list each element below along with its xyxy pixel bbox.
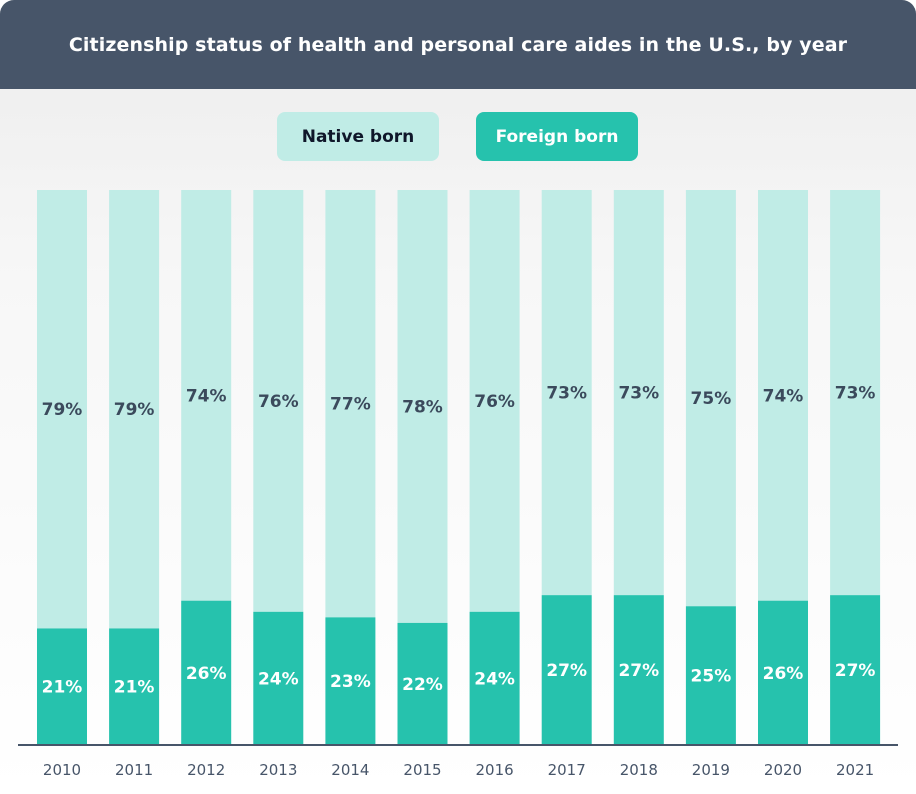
bar-foreign-2010 — [37, 628, 87, 745]
label-native-2010: 79% — [42, 400, 83, 420]
label-native-2018: 73% — [618, 384, 659, 404]
x-tick-2018: 2018 — [620, 761, 658, 779]
bar-native-2018 — [613, 190, 664, 596]
bar-native-2019 — [685, 190, 736, 607]
bar-foreign-2011 — [109, 628, 160, 745]
bar-foreign-2016 — [469, 611, 520, 745]
x-tick-2014: 2014 — [331, 761, 369, 779]
legend-native-born: Native born — [277, 112, 439, 161]
x-tick-2013: 2013 — [259, 761, 297, 779]
label-native-2013: 76% — [258, 392, 299, 412]
label-native-2021: 73% — [835, 384, 876, 404]
label-native-2015: 78% — [402, 397, 443, 417]
bar-native-2011 — [109, 190, 160, 629]
bar-native-2016 — [469, 190, 520, 612]
x-tick-2021: 2021 — [836, 761, 874, 779]
label-native-2019: 75% — [691, 389, 732, 409]
label-foreign-2016: 24% — [474, 669, 515, 689]
bar-native-2021 — [830, 190, 881, 596]
label-foreign-2019: 25% — [691, 667, 732, 687]
x-tick-2020: 2020 — [764, 761, 802, 779]
bar-native-2012 — [181, 190, 232, 601]
label-foreign-2018: 27% — [618, 661, 659, 681]
bar-foreign-2012 — [181, 600, 232, 745]
label-foreign-2013: 24% — [258, 669, 299, 689]
label-native-2020: 74% — [763, 386, 804, 406]
label-foreign-2021: 27% — [835, 661, 876, 681]
x-tick-2012: 2012 — [187, 761, 225, 779]
chart-header: Citizenship status of health and persona… — [0, 0, 916, 89]
x-tick-2015: 2015 — [403, 761, 441, 779]
label-native-2017: 73% — [546, 384, 587, 404]
legend-foreign-born: Foreign born — [476, 112, 638, 161]
x-tick-2019: 2019 — [692, 761, 730, 779]
label-native-2011: 79% — [114, 400, 155, 420]
label-native-2014: 77% — [330, 395, 371, 415]
bar-native-2015 — [397, 190, 448, 623]
bar-foreign-2019 — [685, 606, 736, 745]
x-tick-2011: 2011 — [115, 761, 153, 779]
bar-foreign-2020 — [758, 600, 808, 745]
bar-native-2017 — [541, 190, 592, 596]
bar-foreign-2013 — [253, 611, 304, 745]
bar-foreign-2018 — [613, 595, 664, 745]
label-native-2012: 74% — [186, 386, 227, 406]
bar-native-2010 — [37, 190, 87, 629]
label-foreign-2014: 23% — [330, 672, 371, 692]
chart-title: Citizenship status of health and persona… — [68, 33, 848, 56]
label-foreign-2017: 27% — [546, 661, 587, 681]
label-native-2016: 76% — [474, 392, 515, 412]
label-foreign-2012: 26% — [186, 664, 227, 684]
x-tick-2017: 2017 — [548, 761, 586, 779]
bar-native-2013 — [253, 190, 304, 612]
bar-foreign-2021 — [830, 595, 881, 745]
bar-native-2014 — [325, 190, 376, 618]
x-tick-2016: 2016 — [476, 761, 514, 779]
label-foreign-2010: 21% — [42, 678, 83, 698]
label-foreign-2011: 21% — [114, 678, 155, 698]
bar-foreign-2017 — [541, 595, 592, 745]
label-foreign-2015: 22% — [402, 675, 443, 695]
bar-foreign-2014 — [325, 617, 376, 745]
bar-foreign-2015 — [397, 622, 448, 745]
bar-native-2020 — [758, 190, 808, 601]
label-foreign-2020: 26% — [763, 664, 804, 684]
x-tick-2010: 2010 — [43, 761, 81, 779]
